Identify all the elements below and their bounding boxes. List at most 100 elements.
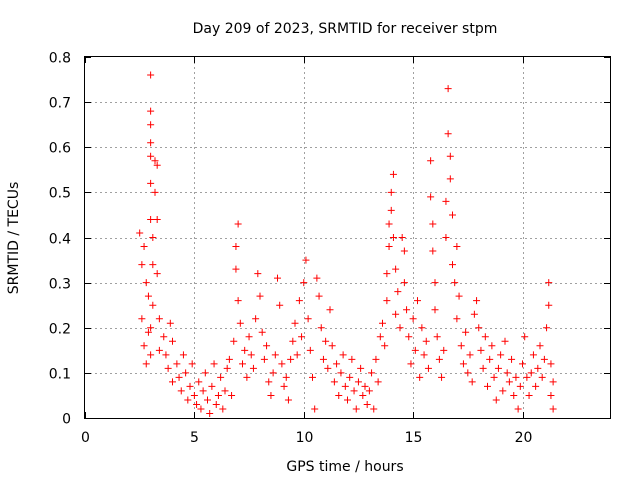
x-tick-label: 5 [190,430,199,446]
data-point [177,387,185,395]
data-point [147,121,155,129]
data-point [293,351,301,359]
data-point [217,373,225,381]
data-point [206,409,214,417]
data-point [470,310,478,318]
data-point [549,378,557,386]
y-tick-label: 0 [62,412,71,428]
data-point [230,337,238,345]
data-point [280,382,288,390]
data-point [249,364,257,372]
data-point [534,364,542,372]
data-point [337,369,345,377]
data-point [223,364,231,372]
data-point [361,382,369,390]
x-tick-label: 0 [81,430,90,446]
data-point [241,346,249,354]
data-point [348,355,356,363]
data-point [414,297,421,305]
data-point [387,188,395,196]
data-point [464,369,472,377]
data-point [252,315,260,323]
data-point [449,261,456,269]
data-point [151,188,159,196]
data-point [344,396,351,404]
data-point [153,215,161,223]
data-point [475,324,483,332]
data-point [197,405,205,413]
data-point [339,351,347,359]
data-point [155,346,163,354]
data-point [442,234,450,241]
data-point [505,378,513,386]
data-point [523,373,531,381]
data-point [488,342,496,350]
data-point [302,256,310,264]
chart-title: Day 209 of 2023, SRMTID for receiver stp… [193,21,498,37]
data-point [352,405,360,413]
data-point [260,355,268,363]
tick-labels: 0 5 10 15 20 0 0.1 0.2 0.3 0.4 0.5 0.6 0.7 0.8 [49,51,533,447]
data-point [269,369,277,377]
data-point [243,373,251,381]
data-point [335,391,343,399]
data-point [204,396,211,404]
data-point [311,405,319,413]
data-point [455,292,463,300]
data-point [508,355,516,363]
data-point [400,247,408,255]
data-point [372,355,380,363]
data-point [540,355,548,363]
data-point [276,301,284,309]
data-point [547,360,555,368]
data-point [446,152,454,160]
data-point [162,351,170,359]
data-point [376,333,384,341]
data-point [444,130,452,138]
data-point [521,333,529,341]
data-point [147,107,155,115]
data-point [403,306,411,314]
data-point [333,360,341,368]
x-axis-label: GPS time / hours [286,459,403,475]
data-point [383,297,391,305]
data-point [545,279,553,287]
data-point [190,391,198,399]
data-point [503,369,511,377]
data-point [274,274,281,282]
data-point [354,378,362,386]
data-point [449,211,456,219]
data-point [201,369,209,377]
data-point [427,157,435,165]
data-point [411,346,419,354]
data-point [149,261,157,269]
data-point [543,324,551,332]
data-point [392,265,400,273]
data-point [481,333,489,341]
data-point [446,175,454,183]
data-point [429,220,437,228]
y-tick-label: 0.6 [49,141,71,157]
y-axis-label: SRMTID / TECUs [6,182,22,295]
y-tick-label: 0.4 [49,232,71,248]
data-point [239,360,246,368]
data-point [155,315,163,323]
data-point [298,333,306,341]
data-point [214,391,222,399]
data-point [516,382,524,390]
data-point [514,405,522,413]
data-point [300,279,308,287]
data-point [313,274,321,282]
data-point [291,319,299,327]
data-point [484,382,491,390]
data-point [547,391,555,399]
data-point [256,292,264,300]
data-point [400,279,408,287]
data-point [453,315,461,323]
data-point [529,351,537,359]
y-tick-label: 0.1 [49,367,71,383]
data-point [420,351,428,359]
data-point [422,337,430,345]
x-tick-label: 15 [405,430,423,446]
data-point [466,351,474,359]
